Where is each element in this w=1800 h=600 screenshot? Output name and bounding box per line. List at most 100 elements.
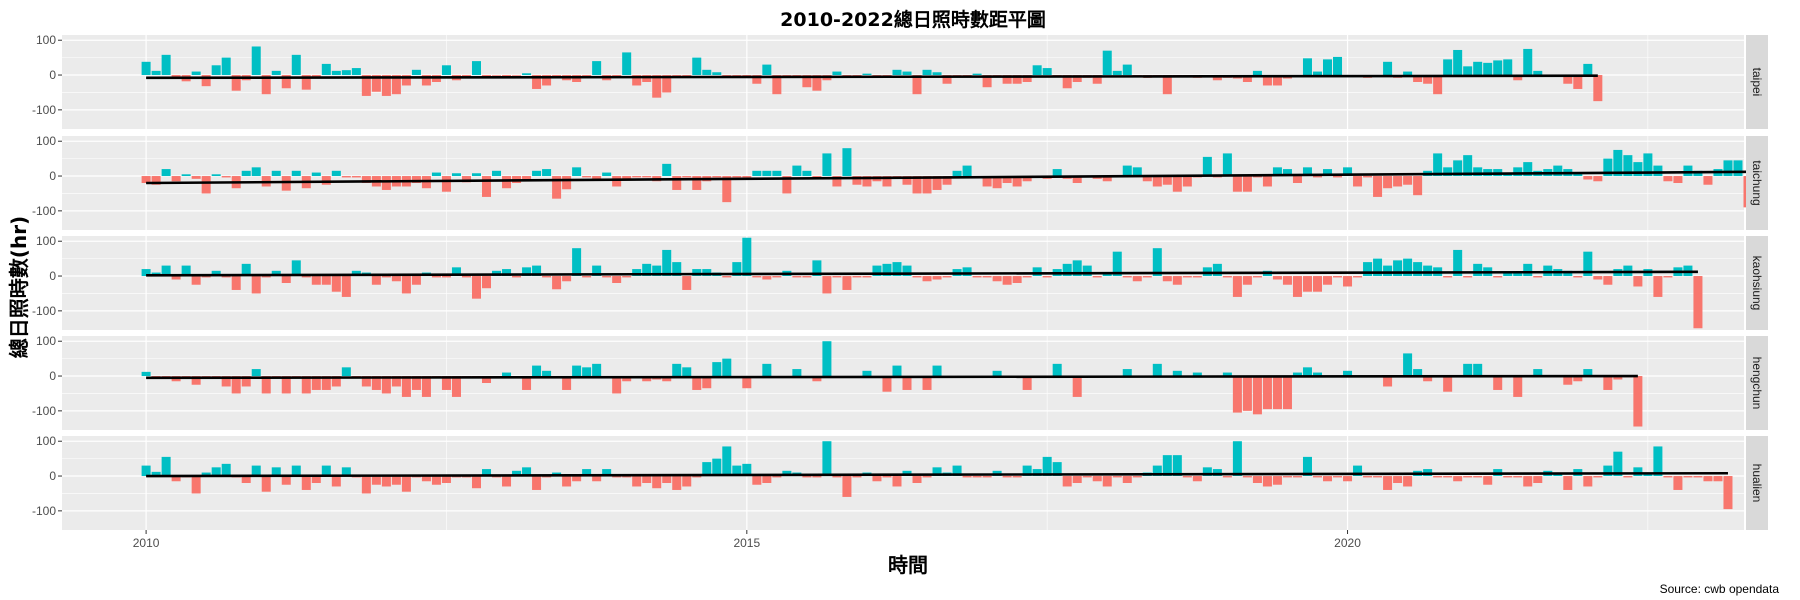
bar bbox=[291, 260, 301, 277]
bar bbox=[1222, 476, 1232, 478]
bar bbox=[902, 176, 912, 185]
bar bbox=[1212, 469, 1222, 477]
bar bbox=[1252, 276, 1262, 278]
bar bbox=[892, 262, 902, 277]
bar bbox=[1112, 70, 1122, 76]
bar bbox=[942, 276, 952, 278]
bar bbox=[522, 376, 532, 390]
bar bbox=[1373, 176, 1383, 197]
bar bbox=[992, 370, 1002, 377]
bar bbox=[1333, 476, 1343, 478]
bar bbox=[742, 376, 752, 389]
bar bbox=[862, 73, 872, 76]
bar bbox=[1292, 276, 1302, 297]
bar bbox=[201, 472, 211, 477]
bar bbox=[1503, 476, 1513, 478]
bar bbox=[812, 75, 822, 91]
bar bbox=[1603, 376, 1613, 390]
facet-strip bbox=[1746, 236, 1768, 330]
bar bbox=[502, 372, 512, 377]
bar bbox=[1573, 276, 1583, 278]
bar bbox=[712, 72, 722, 76]
bar bbox=[421, 476, 431, 482]
bar bbox=[1443, 276, 1453, 278]
bar bbox=[1202, 156, 1212, 177]
bar bbox=[882, 376, 892, 392]
bar bbox=[1132, 167, 1142, 177]
bar bbox=[1182, 476, 1192, 478]
bar bbox=[1152, 363, 1162, 377]
bar bbox=[281, 75, 291, 89]
bar bbox=[321, 376, 331, 390]
bar bbox=[191, 71, 201, 76]
bar bbox=[1443, 167, 1453, 177]
trend-line bbox=[146, 170, 1749, 185]
bar bbox=[1513, 167, 1523, 177]
bar bbox=[912, 476, 922, 483]
bar bbox=[922, 69, 932, 76]
bar bbox=[1192, 476, 1202, 482]
bar bbox=[782, 176, 792, 194]
bar bbox=[532, 365, 542, 377]
bar bbox=[1463, 66, 1473, 76]
bar bbox=[502, 269, 512, 277]
bar bbox=[952, 465, 962, 477]
bar bbox=[1012, 476, 1022, 478]
y-tick-label: 100 bbox=[36, 33, 56, 47]
bar bbox=[532, 476, 542, 490]
bar bbox=[331, 170, 341, 177]
bar bbox=[271, 270, 281, 277]
bar bbox=[692, 57, 702, 76]
bar bbox=[732, 262, 742, 277]
bar bbox=[1252, 476, 1262, 483]
bar bbox=[361, 476, 371, 494]
bar bbox=[141, 269, 151, 277]
bar bbox=[542, 276, 552, 278]
bar bbox=[1503, 272, 1513, 277]
bar bbox=[221, 463, 231, 477]
bar bbox=[912, 75, 922, 95]
bar bbox=[411, 276, 421, 285]
bar bbox=[171, 75, 181, 77]
bar bbox=[261, 476, 271, 492]
bar bbox=[932, 276, 942, 280]
bar bbox=[1192, 372, 1202, 377]
bar bbox=[1483, 62, 1493, 76]
bar bbox=[1533, 476, 1543, 483]
bar bbox=[522, 467, 532, 477]
bar bbox=[752, 276, 762, 278]
bar bbox=[1343, 370, 1353, 377]
bar bbox=[1603, 465, 1613, 477]
bar bbox=[962, 476, 972, 478]
bar bbox=[1373, 476, 1383, 478]
bar bbox=[181, 174, 191, 177]
bar bbox=[542, 169, 552, 177]
bar bbox=[852, 176, 862, 185]
bar bbox=[1413, 369, 1423, 377]
bar bbox=[1393, 476, 1403, 483]
bar bbox=[1403, 476, 1413, 487]
bar bbox=[1022, 465, 1032, 477]
bar bbox=[982, 276, 992, 278]
bar bbox=[992, 276, 1002, 282]
bar bbox=[371, 276, 381, 285]
bar bbox=[1272, 167, 1282, 177]
bar bbox=[1603, 276, 1613, 285]
bar bbox=[622, 376, 632, 382]
facet-label: taipei bbox=[1750, 68, 1764, 97]
bar bbox=[1212, 75, 1222, 81]
bar bbox=[461, 176, 471, 183]
bar bbox=[832, 176, 842, 187]
bar bbox=[431, 476, 441, 485]
bar bbox=[1182, 276, 1192, 278]
bar bbox=[942, 75, 952, 84]
bar bbox=[1353, 176, 1363, 187]
bar bbox=[321, 176, 331, 185]
bar bbox=[642, 476, 652, 483]
bar bbox=[1723, 476, 1733, 510]
y-tick-label: 100 bbox=[36, 134, 56, 148]
bar bbox=[542, 75, 552, 86]
y-tick-label: 0 bbox=[49, 68, 56, 82]
bar bbox=[982, 476, 992, 478]
bar bbox=[582, 176, 592, 178]
